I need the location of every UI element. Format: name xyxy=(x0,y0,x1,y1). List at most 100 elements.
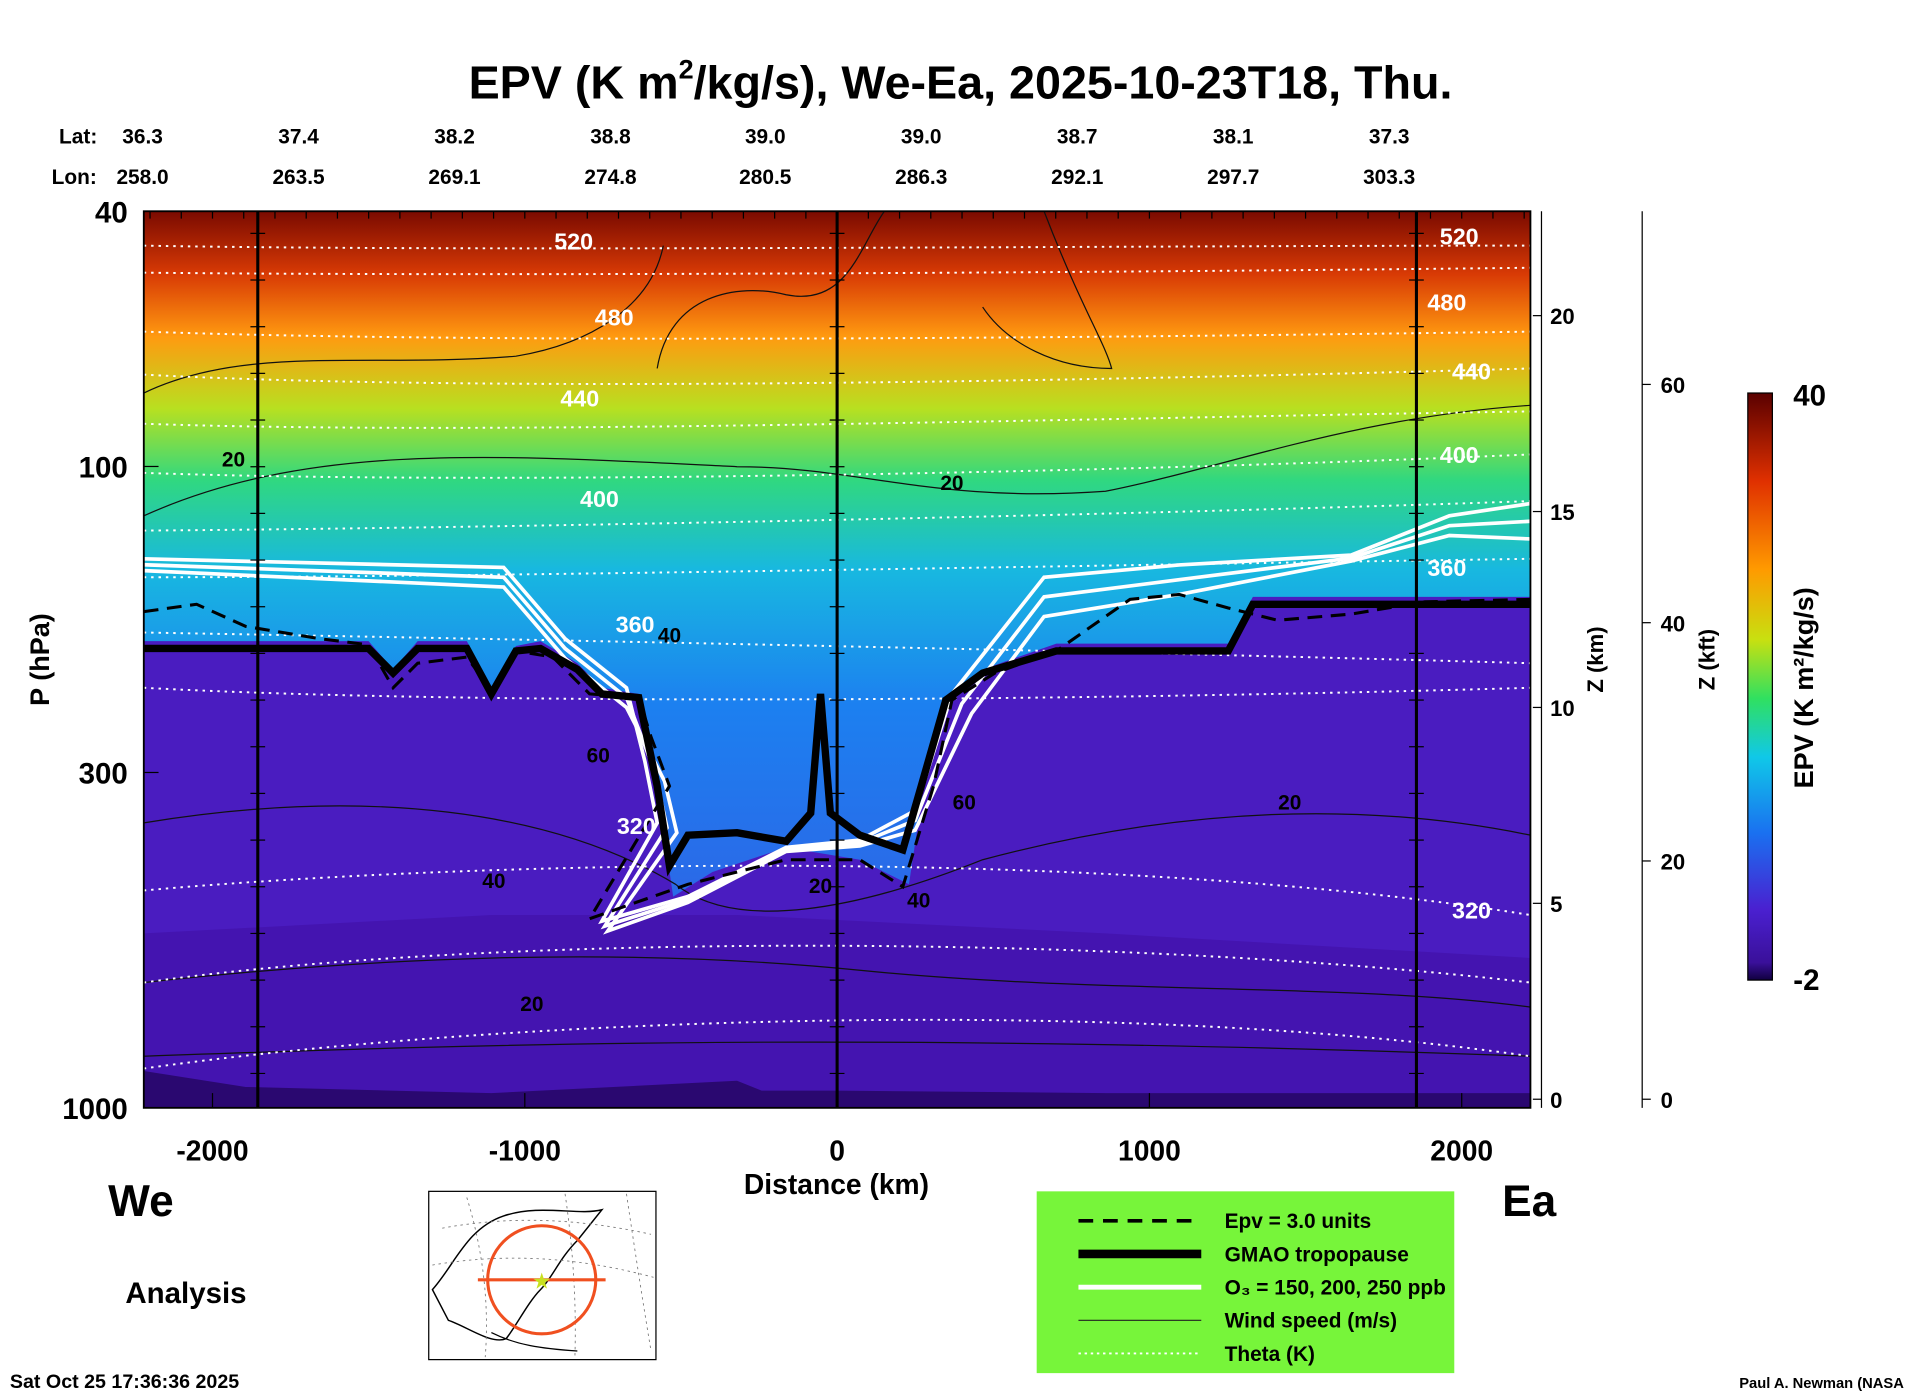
zkft-tick-label: 0 xyxy=(1661,1088,1673,1113)
lat-value: 38.7 xyxy=(1057,126,1098,149)
x-tick-label: 1000 xyxy=(1118,1135,1181,1167)
legend-label: O₃ = 150, 200, 250 ppb xyxy=(1225,1277,1446,1300)
lat-value: 39.0 xyxy=(901,126,942,149)
x-axis-label: Distance (km) xyxy=(744,1168,929,1200)
colorbar xyxy=(1747,392,1773,981)
theta-label: 480 xyxy=(1427,290,1466,316)
wind-label: 20 xyxy=(520,993,543,1016)
wind-contour xyxy=(143,245,664,394)
chart-title: EPV (K m2/kg/s), We-Ea, 2025-10-23T18, T… xyxy=(469,55,1453,109)
theta-label: 480 xyxy=(595,304,634,330)
analysis-label: Analysis xyxy=(125,1277,246,1310)
x-tick-label: -2000 xyxy=(176,1135,248,1167)
wind-label: 20 xyxy=(940,472,963,495)
surface-field xyxy=(143,1070,1531,1108)
theta-label: 400 xyxy=(1440,442,1479,468)
ozone-contour xyxy=(143,519,1531,930)
zkm-tick-label: 20 xyxy=(1550,304,1575,329)
svg-text:★: ★ xyxy=(532,1268,552,1293)
lon-value: 303.3 xyxy=(1363,166,1415,189)
zkm-tick-label: 15 xyxy=(1550,500,1575,525)
theta-label: 520 xyxy=(1440,223,1479,249)
theta-label: 440 xyxy=(560,386,599,412)
ozone-contour xyxy=(143,501,1531,925)
theta-label: 320 xyxy=(617,813,656,839)
theta-contour xyxy=(143,686,1531,701)
y-tick-label: 40 xyxy=(95,196,128,229)
legend-label: Epv = 3.0 units xyxy=(1225,1210,1372,1233)
wind-contour xyxy=(143,1041,1531,1057)
lat-label: Lat: xyxy=(59,126,97,149)
timestamp: Sat Oct 25 17:36:36 2025 xyxy=(10,1371,239,1393)
wind-contour xyxy=(656,211,885,369)
theta-contour xyxy=(143,631,1531,665)
wind-contour xyxy=(143,956,1531,1008)
wind-label: 60 xyxy=(587,745,610,768)
wind-label: 40 xyxy=(658,624,681,647)
theta-contour xyxy=(143,944,1531,984)
legend-label: Wind speed (m/s) xyxy=(1225,1310,1398,1333)
lat-value: 38.8 xyxy=(590,126,631,149)
wind-label: 20 xyxy=(809,875,832,898)
theta-contour xyxy=(143,244,1531,250)
theta-contour xyxy=(143,367,1531,385)
theta-contour xyxy=(143,266,1531,276)
theta-label: 520 xyxy=(554,228,593,254)
wind-contour xyxy=(143,404,1531,517)
theta-contour xyxy=(143,453,1531,479)
zkft-tick-label: 60 xyxy=(1661,373,1686,398)
wind-label: 40 xyxy=(907,890,930,913)
colorbar-min-label: -2 xyxy=(1793,964,1819,997)
lat-value: 38.2 xyxy=(434,126,475,149)
wind-contour xyxy=(982,211,1113,370)
zkm-tick-label: 5 xyxy=(1550,892,1562,917)
theta-label: 400 xyxy=(580,486,619,512)
lon-value: 258.0 xyxy=(116,166,168,189)
theta-label: 320 xyxy=(1452,898,1491,924)
theta-contour xyxy=(143,500,1531,532)
wind-contour xyxy=(143,805,1531,912)
east-label: Ea xyxy=(1502,1177,1556,1226)
y-tick-label: 1000 xyxy=(62,1093,128,1126)
lon-value: 286.3 xyxy=(895,166,947,189)
epv-3-line xyxy=(143,592,1531,922)
zkm-tick-label: 10 xyxy=(1550,696,1575,721)
lon-value: 274.8 xyxy=(584,166,636,189)
tropopause-line xyxy=(143,600,1531,877)
theta-contour xyxy=(143,557,1531,579)
legend-label: GMAO tropopause xyxy=(1225,1243,1409,1266)
zkft-tick-label: 40 xyxy=(1661,611,1686,636)
x-tick-label: 0 xyxy=(829,1135,845,1167)
y-tick-label: 300 xyxy=(79,758,128,791)
x-tick-label: 2000 xyxy=(1430,1135,1493,1167)
inset-map: ★ xyxy=(428,1190,657,1361)
theta-label: 360 xyxy=(1427,555,1466,581)
theta-label: 440 xyxy=(1452,359,1491,385)
wind-label: 20 xyxy=(222,449,245,472)
lon-value: 280.5 xyxy=(739,166,792,189)
plot-area: 520 480 440 400 360 320 520 480 440 400 360 320 20 20… xyxy=(143,211,1531,1108)
theta-contour xyxy=(143,1018,1531,1070)
credit: Paul A. Newman (NASA xyxy=(1739,1376,1904,1392)
zkm-axis-label: Z (km) xyxy=(1583,626,1608,692)
wind-label: 60 xyxy=(953,791,976,814)
zkft-tick-label: 20 xyxy=(1661,850,1686,875)
theta-label: 360 xyxy=(616,612,655,638)
lon-label: Lon: xyxy=(52,166,97,189)
lon-value: 263.5 xyxy=(272,166,325,189)
lon-value: 269.1 xyxy=(428,166,481,189)
y-tick-label: 100 xyxy=(79,452,128,485)
lon-value: 292.1 xyxy=(1051,166,1104,189)
west-label: We xyxy=(108,1177,174,1226)
lat-value: 36.3 xyxy=(122,126,163,149)
x-tick-label: -1000 xyxy=(489,1135,561,1167)
theta-contour xyxy=(143,864,1531,916)
lat-value: 37.4 xyxy=(278,126,319,149)
zkft-axis-label: Z (kft) xyxy=(1695,629,1720,690)
lat-value: 39.0 xyxy=(745,126,786,149)
y-axis-label: P (hPa) xyxy=(25,613,55,706)
legend: Epv = 3.0 units GMAO tropopause O₃ = 150, … xyxy=(1036,1191,1455,1374)
legend-label: Theta (K) xyxy=(1225,1343,1315,1366)
zkm-tick-label: 0 xyxy=(1550,1088,1562,1113)
